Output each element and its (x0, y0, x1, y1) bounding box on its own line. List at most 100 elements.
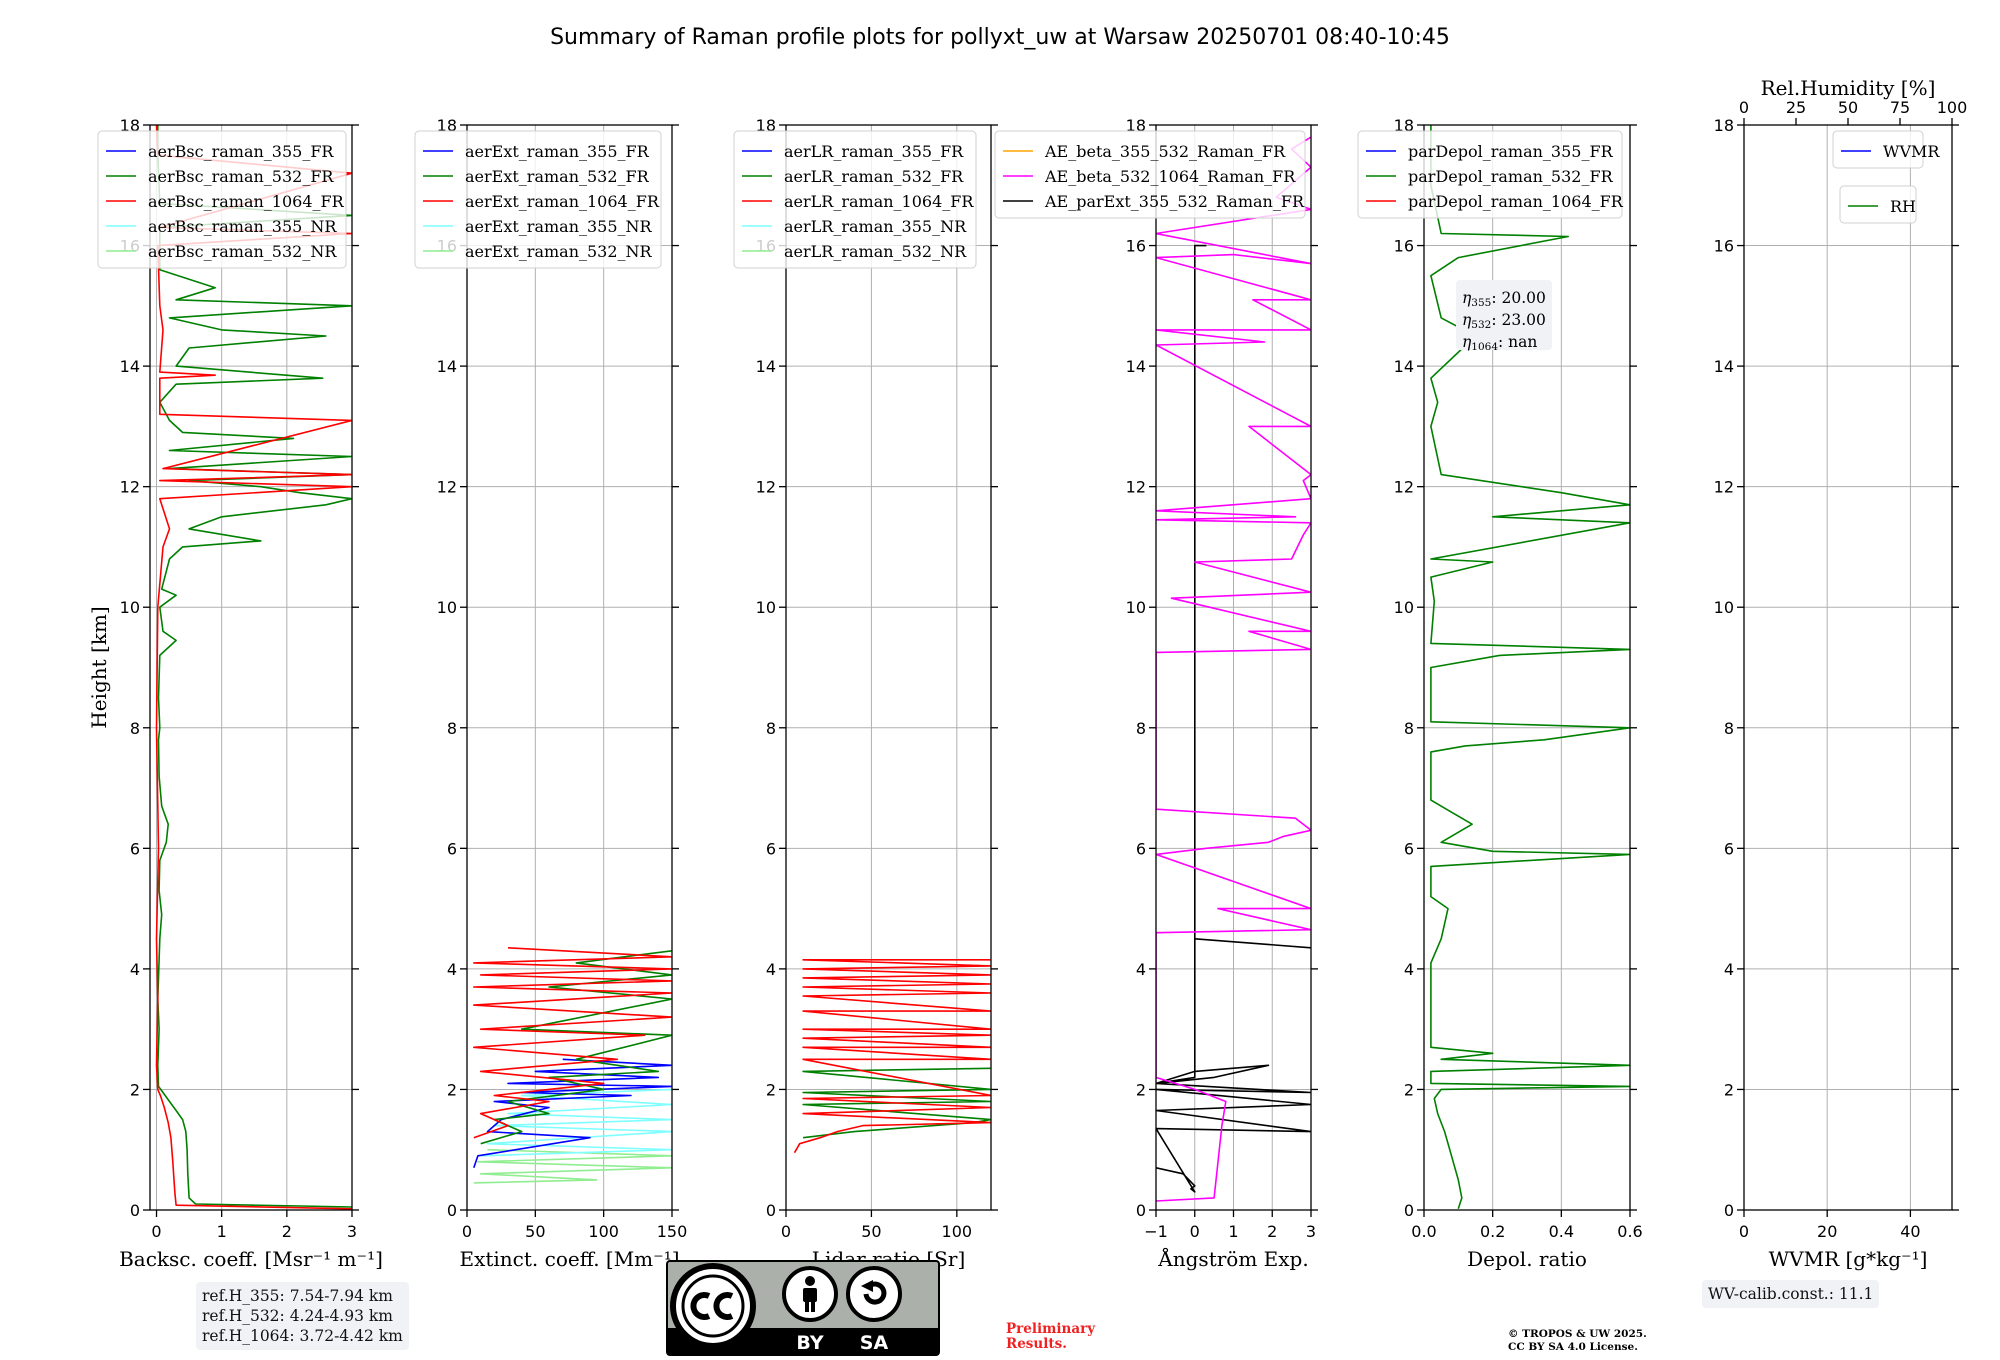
y-tick-label: 12 (1126, 478, 1146, 497)
x-tick-label: 0 (781, 1222, 791, 1241)
x-tick-label: 3 (1306, 1222, 1316, 1241)
x-tick-label: 1 (1228, 1222, 1238, 1241)
grid (1743, 124, 1952, 1211)
legend-entry: aerExt_raman_1064_FR (465, 192, 660, 211)
y-tick-label: 14 (1714, 357, 1734, 376)
x-axis-label: Extinct. coeff. [Mm⁻¹] (459, 1247, 679, 1271)
legend-entry: AE_beta_355_532_Raman_FR (1044, 142, 1286, 161)
y-tick-label: 6 (766, 839, 776, 858)
copyright-note: © TROPOS & UW 2025. CC BY SA 4.0 License… (1508, 1328, 1647, 1354)
preliminary-line-1: Preliminary (1006, 1321, 1096, 1337)
y-tick-label: 4 (1404, 960, 1414, 979)
legend-entry: aerBsc_raman_355_FR (148, 142, 334, 161)
reference-heights-box: ref.H_355: 7.54-7.94 km ref.H_532: 4.24-… (196, 1282, 409, 1350)
series-line-AE_beta_532_1064_Raman_FR (1156, 136, 1311, 1202)
y-tick-label: 2 (1724, 1080, 1734, 1099)
y-tick-label: 4 (766, 960, 776, 979)
y-tick-label: 18 (1714, 116, 1734, 135)
x-tick-label: 50 (861, 1222, 881, 1241)
y-tick-label: 8 (1136, 719, 1146, 738)
y-tick-label: 14 (437, 357, 457, 376)
by-icon (782, 1266, 838, 1322)
legend-frame (1357, 130, 1623, 219)
y-tick-label: 0 (1404, 1201, 1414, 1220)
by-label: BY (796, 1332, 823, 1354)
axes-frame (1743, 124, 1953, 1211)
grid (466, 124, 673, 1211)
y-tick-label: 4 (1136, 960, 1146, 979)
legend-frame (1839, 185, 1917, 224)
y-tick-label: 0 (1724, 1201, 1734, 1220)
x-tick-label: −1 (1144, 1222, 1168, 1241)
y-tick-label: 8 (130, 719, 140, 738)
y-tick-label: 12 (437, 478, 457, 497)
preliminary-line-2: Results. (1006, 1336, 1067, 1352)
x-tick-label: 0 (151, 1222, 161, 1241)
axes-frame (466, 124, 673, 1211)
legend-entry: aerLR_raman_355_NR (784, 217, 967, 236)
legend-entry: parDepol_raman_532_FR (1408, 167, 1614, 186)
sa-label: SA (860, 1332, 889, 1354)
y-tick-label: 8 (1404, 719, 1414, 738)
copyright-line-1: © TROPOS & UW 2025. (1508, 1328, 1647, 1340)
series-group (1156, 136, 1311, 1202)
x-tick-label: 150 (657, 1222, 688, 1241)
y-tick-label: 0 (447, 1201, 457, 1220)
x-tick-label: 0 (462, 1222, 472, 1241)
cc-icon (670, 1263, 756, 1349)
legend-entry: aerLR_raman_1064_FR (784, 192, 974, 211)
legend: AE_beta_355_532_Raman_FR AE_beta_532_1064… (994, 130, 1306, 219)
x-axis-label: Ångström Exp. (1157, 1246, 1308, 1271)
series-line-aerExt_raman_532_FR (480, 950, 672, 1145)
y-tick-label: 10 (756, 598, 776, 617)
y-tick-label: 12 (1394, 478, 1414, 497)
y-tick-label: 6 (130, 839, 140, 858)
x-axis-label: Depol. ratio (1467, 1247, 1587, 1271)
y-tick-label: 4 (447, 960, 457, 979)
y-tick-label: 14 (120, 357, 140, 376)
y-tick-label: 2 (447, 1080, 457, 1099)
legend-entry: AE_beta_532_1064_Raman_FR (1044, 167, 1296, 186)
legend-entry: aerExt_raman_532_FR (465, 167, 650, 186)
legend-frame (994, 130, 1306, 219)
series-line-aerExt_raman_1064_FR (472, 947, 672, 1139)
y-tick-label: 2 (130, 1080, 140, 1099)
series-line-parDepol_raman_532_FR (1430, 125, 1630, 1210)
legend-entry: aerExt_raman_532_NR (465, 242, 653, 261)
y-tick-label: 2 (1404, 1080, 1414, 1099)
legend-frame (733, 130, 977, 269)
x-axis-label: WVMR [g*kg⁻¹] (1769, 1247, 1928, 1271)
legend-frame (1832, 130, 1924, 169)
series-line-aerBsc_raman_1064_FR (155, 125, 352, 1210)
series-line-AE_parExt_355_532_Raman_FR (1156, 244, 1311, 1193)
x-tick-label: 100 (588, 1222, 619, 1241)
panels: 0246810121416180123Backsc. coeff. [Msr⁻¹… (87, 76, 1967, 1271)
eta-value-532: η532: 23.00 (1462, 311, 1546, 331)
x-tick-label: 0 (1190, 1222, 1200, 1241)
top-x-tick-label: 75 (1890, 98, 1910, 117)
legend-entry: aerLR_raman_532_NR (784, 242, 967, 261)
y-tick-label: 18 (1126, 116, 1146, 135)
panel-wvmr: 0 2 4 6 8 10 12 14 16 18 0 20 40 WVMR [g*kg⁻¹] 0 25 50 75… (1714, 76, 1968, 1271)
y-tick-label: 10 (437, 598, 457, 617)
y-tick-label: 14 (1394, 357, 1414, 376)
legend: aerBsc_raman_355_FR aerBsc_raman_532_FRae… (97, 130, 347, 269)
y-tick-label: 12 (756, 478, 776, 497)
x-tick-label: 0.4 (1549, 1222, 1574, 1241)
y-tick-label: 16 (1126, 237, 1146, 256)
axes-frame (785, 124, 992, 1211)
y-tick-label: 0 (1136, 1201, 1146, 1220)
top-x-tick-label: 0 (1739, 98, 1749, 117)
legend-entry: WVMR (1883, 142, 1940, 161)
cc-by-sa-badge: BY SA (666, 1260, 940, 1356)
y-tick-label: 12 (120, 478, 140, 497)
y-tick-label: 18 (1394, 116, 1414, 135)
y-tick-label: 2 (766, 1080, 776, 1099)
x-tick-label: 2 (1267, 1222, 1277, 1241)
x-tick-label: 1 (217, 1222, 227, 1241)
x-axis-label: Backsc. coeff. [Msr⁻¹ m⁻¹] (119, 1247, 383, 1271)
preliminary-note: Preliminary Results. (1006, 1322, 1095, 1352)
legend-entry: aerBsc_raman_355_NR (148, 217, 337, 236)
